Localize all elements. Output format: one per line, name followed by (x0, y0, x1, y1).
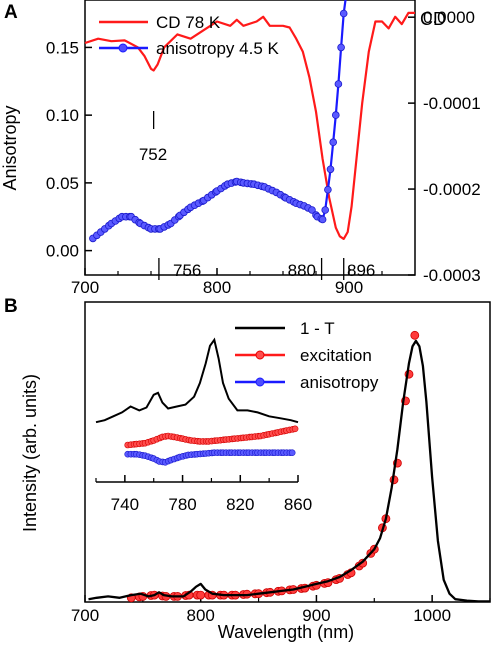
panel-a-y-tick-label: 0.00 (46, 242, 79, 261)
panel-a-annotation-label: 880 (288, 261, 316, 280)
panel-b-label: B (4, 296, 18, 317)
panel-a-label: A (4, 2, 18, 23)
panel-a-cd-line (84, 11, 415, 240)
panel-b-x-tick-label: 1000 (413, 606, 451, 625)
panel-b-excitation-point (196, 590, 206, 600)
panel-b-legend: 1 - T excitation anisotropy (235, 319, 379, 392)
panel-a-y2-axis-title: CD (420, 9, 446, 29)
panel-a-anisotropy-point (324, 185, 332, 194)
panel-b-plot: 700 800 900 1000 (71, 330, 491, 625)
panel-a-x-tick-label: 800 (203, 278, 231, 297)
panel-a-y2-tick-label: 0.0000 (423, 8, 475, 27)
inset-x-tick-label: 780 (168, 495, 196, 514)
panel-b-plot-frame (84, 301, 491, 603)
panel-a-annotation-label: 896 (347, 261, 375, 280)
panel-a-x-tick-label: 700 (71, 278, 99, 297)
legend-anisotropy-label: anisotropy 4.5 K (156, 39, 280, 58)
panel-a-anisotropy-point (318, 215, 327, 224)
panel-b-x-tick-label: 700 (71, 606, 99, 625)
legend-cd-label: CD 78 K (156, 13, 221, 32)
panel-a-legend: CD 78 K anisotropy 4.5 K (99, 13, 280, 58)
inset-anisotropy-point (288, 449, 296, 457)
panel-a-annotation-label: 752 (139, 145, 167, 164)
legend-excitation-label: excitation (300, 346, 372, 365)
panel-a-anisotropy-point (339, 9, 348, 18)
panel-a-y2-tick-label: -0.0001 (423, 94, 481, 113)
panel-a-y-tick-label: 0.05 (46, 174, 79, 193)
panel-b-y-axis-title: Intensity (arb. units) (20, 374, 40, 532)
panel-a-plot: 700 800 900 0.00 0.05 0.10 0.15 0.0000 -0.0001 -0… (46, 0, 481, 297)
panel-b-x-axis-title: Wavelength (nm) (218, 622, 354, 642)
inset-x-tick-label: 740 (111, 495, 139, 514)
panel-a-anisotropy-point (308, 206, 316, 214)
panel-b-x-tick-label: 800 (187, 606, 215, 625)
panel-a-anisotropy-point (321, 206, 330, 214)
inset-1t-line (95, 337, 299, 424)
inset-x-tick-label: 860 (284, 495, 312, 514)
panel-a-y-axis-title: Anisotropy (0, 105, 20, 190)
panel-b-x-tick-label: 900 (302, 606, 330, 625)
panel-b-inset: 740 780 820 860 (95, 337, 312, 514)
panel-a-anisotropy-point (326, 165, 335, 174)
panel-a-x-tick-label: 900 (335, 278, 363, 297)
inset-excitation-point (291, 425, 299, 433)
panel-a-anisotropy-line (92, 0, 347, 240)
legend-anisotropy-marker (118, 43, 128, 53)
legend-anisotropy-b-label: anisotropy (300, 373, 379, 392)
panel-a-annotation-label: 756 (173, 261, 201, 280)
panel-a-anisotropy-point (331, 111, 340, 119)
legend-1t-label: 1 - T (300, 319, 335, 338)
panel-a-anisotropy-point (337, 43, 345, 52)
panel-a-anisotropy-point (334, 80, 343, 88)
panel-a-y-tick-label: 0.10 (46, 106, 79, 125)
panel-b-excitation-point (410, 330, 420, 340)
panel-b-1t-line (88, 339, 490, 603)
inset-x-tick-label: 820 (226, 495, 254, 514)
panel-a-y2-tick-label: -0.0003 (423, 266, 481, 285)
legend-anisotropy-b-marker (255, 377, 265, 387)
panel-a-anisotropy-point (329, 138, 338, 147)
panel-a-y2-tick-label: -0.0002 (423, 180, 481, 199)
panel-a-y-tick-label: 0.15 (46, 38, 79, 57)
legend-excitation-marker (255, 350, 265, 360)
